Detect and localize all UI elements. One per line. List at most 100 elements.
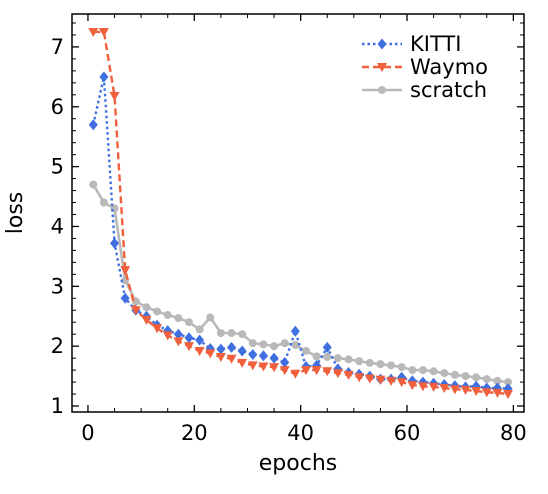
series-waymo-point bbox=[194, 346, 205, 356]
series-waymo-point bbox=[354, 373, 365, 383]
y-tick-label: 3 bbox=[51, 274, 64, 298]
series-kitti-point bbox=[88, 119, 98, 131]
series-kitti-point bbox=[280, 356, 290, 368]
series-scratch-point bbox=[482, 375, 491, 384]
series-waymo-point bbox=[300, 366, 311, 376]
series-kitti-point bbox=[258, 350, 268, 362]
series-scratch-point bbox=[280, 339, 289, 348]
series-waymo-point bbox=[332, 369, 343, 379]
series-scratch-point bbox=[142, 303, 151, 312]
series-scratch-point bbox=[153, 307, 162, 316]
series-scratch-point bbox=[163, 311, 172, 320]
y-tick-label: 5 bbox=[51, 155, 64, 179]
series-waymo-point bbox=[407, 381, 418, 391]
series-waymo-point bbox=[492, 388, 503, 398]
series-scratch-point bbox=[333, 354, 342, 363]
y-tick-label: 2 bbox=[51, 334, 64, 358]
series-kitti-point bbox=[184, 332, 194, 344]
series-scratch-point bbox=[99, 198, 108, 207]
series-waymo-point bbox=[503, 390, 514, 400]
series-waymo-point bbox=[279, 366, 290, 376]
x-tick-label: 60 bbox=[394, 421, 421, 445]
ticks-layer: 0 20 40 60 80 1 2 3 4 5 6 7 bbox=[51, 14, 527, 445]
series-layer bbox=[88, 27, 514, 400]
series-waymo-point bbox=[311, 366, 322, 376]
series-scratch-point bbox=[408, 366, 417, 375]
legend-waymo-marker bbox=[377, 63, 387, 72]
series-kitti-point bbox=[237, 345, 247, 357]
series-scratch-point bbox=[461, 372, 470, 381]
series-scratch-point bbox=[440, 369, 449, 378]
y-tick-label: 7 bbox=[51, 35, 64, 59]
series-scratch-point bbox=[323, 352, 332, 361]
x-axis-title: epochs bbox=[259, 451, 337, 476]
series-waymo-point bbox=[375, 375, 386, 385]
series-waymo-point bbox=[130, 306, 141, 316]
legend-item-waymo: Waymo bbox=[362, 55, 488, 79]
x-tick-label: 40 bbox=[287, 421, 314, 445]
series-scratch-point bbox=[174, 314, 183, 323]
series-scratch-point bbox=[312, 352, 321, 361]
series-kitti-point bbox=[216, 343, 226, 355]
series-waymo-point bbox=[417, 382, 428, 392]
series-waymo-point bbox=[290, 369, 301, 379]
y-axis-title: loss bbox=[3, 192, 28, 235]
series-waymo bbox=[88, 27, 514, 400]
series-scratch-point bbox=[195, 325, 204, 334]
series-kitti-point bbox=[110, 237, 120, 249]
series-waymo-point bbox=[109, 91, 120, 101]
series-kitti-line bbox=[92, 76, 509, 390]
series-scratch bbox=[89, 180, 513, 387]
series-scratch-point bbox=[376, 360, 385, 369]
series-waymo-point bbox=[120, 266, 131, 276]
y-tick-label: 1 bbox=[51, 394, 64, 418]
series-scratch-point bbox=[429, 367, 438, 376]
legend-item-kitti: KITTI bbox=[362, 32, 461, 56]
series-kitti-point bbox=[248, 349, 258, 361]
series-waymo-point bbox=[439, 384, 450, 394]
series-waymo-point bbox=[449, 385, 460, 395]
series-scratch-point bbox=[291, 340, 300, 349]
series-waymo-point bbox=[141, 315, 152, 325]
series-waymo-point bbox=[88, 27, 99, 37]
series-waymo-point bbox=[322, 367, 333, 377]
series-scratch-point bbox=[387, 361, 396, 370]
series-waymo-point bbox=[98, 27, 109, 37]
series-kitti-point bbox=[99, 71, 109, 83]
series-scratch-point bbox=[206, 313, 215, 322]
series-waymo-point bbox=[364, 374, 375, 384]
series-kitti-point bbox=[322, 341, 332, 353]
series-scratch-point bbox=[493, 376, 502, 385]
legend-kitti-marker bbox=[377, 38, 387, 50]
series-scratch-point bbox=[365, 358, 374, 367]
series-waymo-point bbox=[215, 352, 226, 362]
series-waymo-point bbox=[247, 361, 258, 371]
series-scratch-point bbox=[238, 330, 247, 339]
legend-scratch-marker bbox=[378, 86, 386, 94]
legend-kitti-label: KITTI bbox=[410, 32, 461, 56]
series-kitti-point bbox=[290, 325, 300, 337]
legend-item-scratch: scratch bbox=[362, 78, 487, 102]
series-waymo-point bbox=[481, 388, 492, 398]
series-kitti-point bbox=[120, 292, 130, 304]
series-waymo-point bbox=[386, 376, 397, 386]
legend-scratch-label: scratch bbox=[410, 78, 487, 102]
series-scratch-point bbox=[355, 357, 364, 366]
series-scratch-point bbox=[450, 370, 459, 379]
series-waymo-point bbox=[343, 370, 354, 380]
series-scratch-point bbox=[259, 340, 268, 349]
series-waymo-point bbox=[183, 342, 194, 352]
y-tick-label: 4 bbox=[51, 214, 64, 238]
series-scratch-point bbox=[301, 346, 310, 355]
y-tick-label: 6 bbox=[51, 95, 64, 119]
x-tick-label: 0 bbox=[81, 421, 94, 445]
plot-frame bbox=[71, 13, 525, 413]
series-kitti bbox=[88, 71, 513, 395]
series-waymo-point bbox=[428, 382, 439, 392]
series-waymo-point bbox=[471, 387, 482, 397]
series-scratch-point bbox=[89, 180, 98, 189]
series-waymo-point bbox=[237, 358, 248, 368]
legend-waymo-label: Waymo bbox=[410, 55, 488, 79]
